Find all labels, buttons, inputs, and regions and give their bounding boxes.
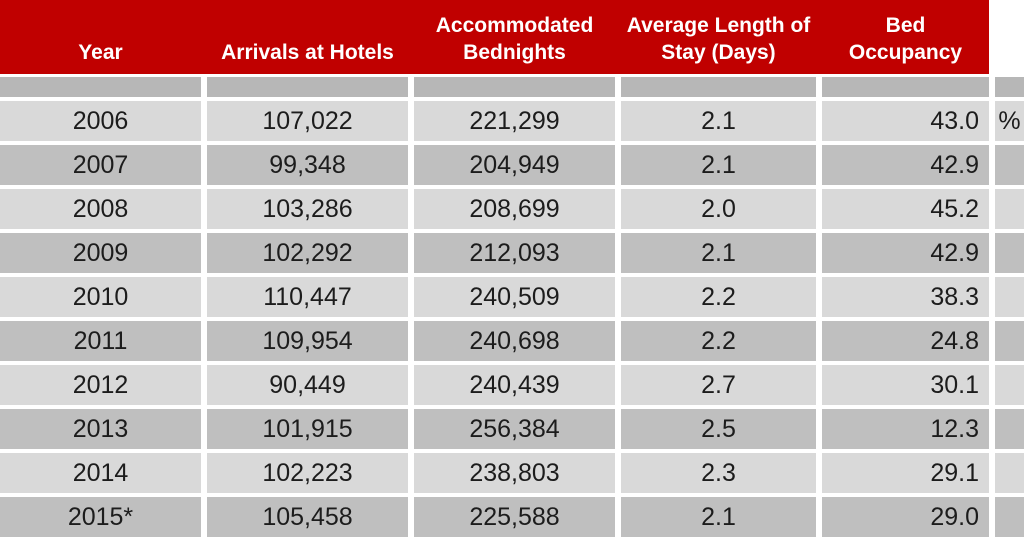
- cell-unit: [995, 145, 1024, 185]
- cell-avg-stay: 2.3: [621, 453, 816, 493]
- header-cell-occupancy: Bed Occupancy: [848, 14, 963, 64]
- cell-arrivals: 102,223: [207, 453, 408, 493]
- cell-year: 2009: [0, 233, 201, 273]
- cell-bednights: 240,439: [414, 365, 615, 405]
- cell-year: 2012: [0, 365, 201, 405]
- cell-year: 2013: [0, 409, 201, 449]
- cell-bednights: 208,699: [414, 189, 615, 229]
- cell-arrivals: 99,348: [207, 145, 408, 185]
- cell-occupancy: 12.3: [822, 409, 989, 449]
- cell-unit: [995, 233, 1024, 273]
- spacer-cell: [414, 77, 615, 97]
- header-cell-arrivals: Arrivals at Hotels: [221, 41, 394, 64]
- header-cell-bednights: Accommodated Bednights: [435, 14, 594, 64]
- cell-year: 2011: [0, 321, 201, 361]
- cell-arrivals: 90,449: [207, 365, 408, 405]
- cell-avg-stay: 2.2: [621, 321, 816, 361]
- cell-year: 2015*: [0, 497, 201, 537]
- cell-year: 2014: [0, 453, 201, 493]
- cell-arrivals: 109,954: [207, 321, 408, 361]
- cell-unit: [995, 453, 1024, 493]
- cell-year: 2010: [0, 277, 201, 317]
- cell-avg-stay: 2.1: [621, 145, 816, 185]
- cell-year: 2006: [0, 101, 201, 141]
- spacer-cell: [995, 77, 1024, 97]
- cell-arrivals: 107,022: [207, 101, 408, 141]
- cell-occupancy: 42.9: [822, 145, 989, 185]
- cell-occupancy: 24.8: [822, 321, 989, 361]
- table-row: 2015* 105,458 225,588 2.1 29.0: [0, 497, 1024, 537]
- header-cell-avg-stay: Average Length of Stay (Days): [626, 14, 811, 64]
- cell-bednights: 212,093: [414, 233, 615, 273]
- cell-unit: [995, 277, 1024, 317]
- cell-avg-stay: 2.0: [621, 189, 816, 229]
- spacer-cell: [0, 77, 201, 97]
- cell-unit: [995, 497, 1024, 537]
- table-row: 2014 102,223 238,803 2.3 29.1: [0, 453, 1024, 493]
- cell-occupancy: 45.2: [822, 189, 989, 229]
- cell-year: 2007: [0, 145, 201, 185]
- table-row: 2008 103,286 208,699 2.0 45.2: [0, 189, 1024, 229]
- table-row: 2011 109,954 240,698 2.2 24.8: [0, 321, 1024, 361]
- table-row: 2006 107,022 221,299 2.1 43.0 %: [0, 101, 1024, 141]
- spacer-cell: [621, 77, 816, 97]
- cell-avg-stay: 2.2: [621, 277, 816, 317]
- cell-occupancy: 43.0: [822, 101, 989, 141]
- cell-occupancy: 29.0: [822, 497, 989, 537]
- cell-bednights: 240,698: [414, 321, 615, 361]
- cell-unit: [995, 321, 1024, 361]
- table-row: 2012 90,449 240,439 2.7 30.1: [0, 365, 1024, 405]
- table-row: 2009 102,292 212,093 2.1 42.9: [0, 233, 1024, 273]
- cell-bednights: 256,384: [414, 409, 615, 449]
- cell-avg-stay: 2.1: [621, 233, 816, 273]
- cell-avg-stay: 2.1: [621, 101, 816, 141]
- table-row: 2013 101,915 256,384 2.5 12.3: [0, 409, 1024, 449]
- cell-bednights: 238,803: [414, 453, 615, 493]
- cell-occupancy: 42.9: [822, 233, 989, 273]
- cell-year: 2008: [0, 189, 201, 229]
- table-row: 2007 99,348 204,949 2.1 42.9: [0, 145, 1024, 185]
- spacer-cell: [207, 77, 408, 97]
- cell-bednights: 204,949: [414, 145, 615, 185]
- cell-arrivals: 110,447: [207, 277, 408, 317]
- cell-occupancy: 38.3: [822, 277, 989, 317]
- header-cell-year: Year: [78, 41, 123, 64]
- cell-arrivals: 101,915: [207, 409, 408, 449]
- cell-avg-stay: 2.5: [621, 409, 816, 449]
- cell-bednights: 240,509: [414, 277, 615, 317]
- cell-unit: [995, 365, 1024, 405]
- table-header-row: Year Arrivals at Hotels Accommodated Bed…: [0, 0, 989, 74]
- cell-occupancy: 30.1: [822, 365, 989, 405]
- cell-unit: %: [995, 101, 1024, 141]
- cell-unit: [995, 409, 1024, 449]
- cell-arrivals: 103,286: [207, 189, 408, 229]
- cell-occupancy: 29.1: [822, 453, 989, 493]
- spacer-cell: [822, 77, 989, 97]
- cell-bednights: 221,299: [414, 101, 615, 141]
- table-row: 2010 110,447 240,509 2.2 38.3: [0, 277, 1024, 317]
- cell-avg-stay: 2.1: [621, 497, 816, 537]
- cell-bednights: 225,588: [414, 497, 615, 537]
- cell-unit: [995, 189, 1024, 229]
- spacer-row: [0, 77, 1024, 97]
- cell-avg-stay: 2.7: [621, 365, 816, 405]
- cell-arrivals: 105,458: [207, 497, 408, 537]
- cell-arrivals: 102,292: [207, 233, 408, 273]
